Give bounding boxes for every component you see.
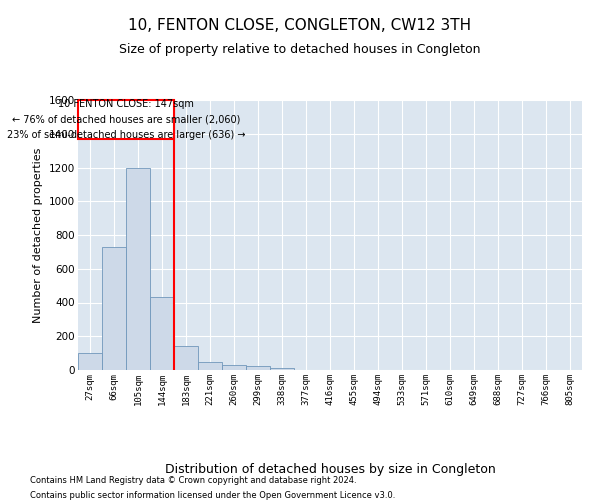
Bar xyxy=(126,168,150,370)
Bar xyxy=(78,353,102,370)
Y-axis label: Number of detached properties: Number of detached properties xyxy=(34,148,43,322)
Text: 10 FENTON CLOSE: 147sqm
← 76% of detached houses are smaller (2,060)
23% of semi: 10 FENTON CLOSE: 147sqm ← 76% of detache… xyxy=(7,99,245,140)
Text: Contains public sector information licensed under the Open Government Licence v3: Contains public sector information licen… xyxy=(30,491,395,500)
Text: Contains HM Land Registry data © Crown copyright and database right 2024.: Contains HM Land Registry data © Crown c… xyxy=(30,476,356,485)
Text: 10, FENTON CLOSE, CONGLETON, CW12 3TH: 10, FENTON CLOSE, CONGLETON, CW12 3TH xyxy=(128,18,472,32)
Bar xyxy=(270,368,294,370)
Bar xyxy=(246,366,270,370)
Bar xyxy=(150,298,174,370)
Bar xyxy=(198,362,222,370)
Bar xyxy=(78,100,174,139)
Bar xyxy=(102,247,126,370)
Bar xyxy=(222,365,246,370)
Text: Size of property relative to detached houses in Congleton: Size of property relative to detached ho… xyxy=(119,42,481,56)
Bar xyxy=(174,346,198,370)
Text: Distribution of detached houses by size in Congleton: Distribution of detached houses by size … xyxy=(164,462,496,475)
